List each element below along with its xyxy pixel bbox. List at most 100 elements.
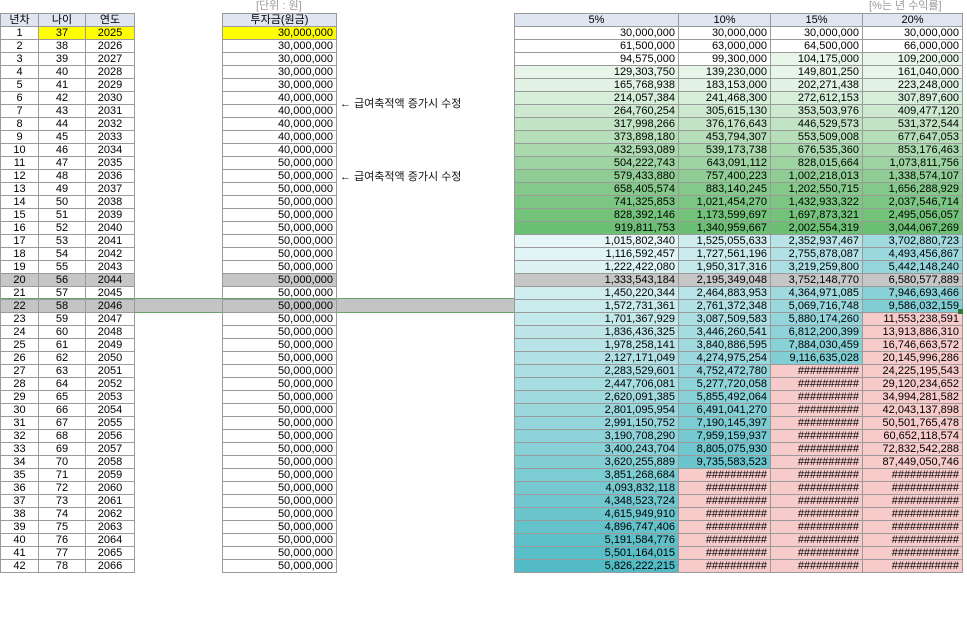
row-rate-15[interactable]: ########## xyxy=(771,495,863,508)
row-year[interactable]: 2029 xyxy=(86,79,135,92)
row-rate-10[interactable]: 1,021,454,270 xyxy=(679,196,771,209)
row-rate-20[interactable]: 24,225,195,543 xyxy=(863,365,963,378)
row-rate-20[interactable]: 11,553,238,591 xyxy=(863,313,963,326)
row-rate-10[interactable]: 376,176,643 xyxy=(679,118,771,131)
row-age[interactable]: 64 xyxy=(39,378,86,391)
row-rate-10[interactable]: 63,000,000 xyxy=(679,40,771,53)
row-investment[interactable]: 50,000,000 xyxy=(223,391,337,404)
row-age[interactable]: 62 xyxy=(39,352,86,365)
row-year[interactable]: 2045 xyxy=(86,287,135,300)
row-rate-20[interactable]: 87,449,050,746 xyxy=(863,456,963,469)
row-rate-5[interactable]: 4,896,747,406 xyxy=(515,521,679,534)
row-investment[interactable]: 50,000,000 xyxy=(223,508,337,521)
row-investment[interactable]: 40,000,000 xyxy=(223,131,337,144)
row-rate-10[interactable]: ########## xyxy=(679,534,771,547)
row-rate-10[interactable]: ########## xyxy=(679,508,771,521)
row-rate-5[interactable]: 3,190,708,290 xyxy=(515,430,679,443)
row-year-no[interactable]: 39 xyxy=(1,521,39,534)
row-rate-20[interactable]: 1,656,288,929 xyxy=(863,183,963,196)
row-year[interactable]: 2042 xyxy=(86,248,135,261)
row-age[interactable]: 42 xyxy=(39,92,86,105)
row-rate-20[interactable]: 34,994,281,582 xyxy=(863,391,963,404)
row-rate-20[interactable]: 223,248,000 xyxy=(863,79,963,92)
row-rate-5[interactable]: 214,057,384 xyxy=(515,92,679,105)
row-rate-10[interactable]: ########## xyxy=(679,469,771,482)
row-rate-10[interactable]: 1,950,317,316 xyxy=(679,261,771,274)
row-year-no[interactable]: 16 xyxy=(1,222,39,235)
row-year[interactable]: 2032 xyxy=(86,118,135,131)
row-rate-5[interactable]: 4,093,832,118 xyxy=(515,482,679,495)
row-rate-15[interactable]: ########## xyxy=(771,508,863,521)
row-age[interactable]: 44 xyxy=(39,118,86,131)
row-rate-5[interactable]: 1,836,436,325 xyxy=(515,326,679,339)
row-year[interactable]: 2026 xyxy=(86,40,135,53)
header-year[interactable]: 연도 xyxy=(86,14,135,27)
row-rate-5[interactable]: 3,400,243,704 xyxy=(515,443,679,456)
row-rate-20[interactable]: 161,040,000 xyxy=(863,66,963,79)
row-rate-5[interactable]: 3,851,268,684 xyxy=(515,469,679,482)
row-year-no[interactable]: 40 xyxy=(1,534,39,547)
row-year[interactable]: 2041 xyxy=(86,235,135,248)
row-rate-15[interactable]: 3,219,259,800 xyxy=(771,261,863,274)
row-rate-5[interactable]: 5,191,584,776 xyxy=(515,534,679,547)
row-rate-5[interactable]: 1,015,802,340 xyxy=(515,235,679,248)
row-investment[interactable]: 50,000,000 xyxy=(223,274,337,287)
header-rate-10[interactable]: 10% xyxy=(679,14,771,27)
row-rate-15[interactable]: 272,612,153 xyxy=(771,92,863,105)
row-rate-5[interactable]: 1,701,367,929 xyxy=(515,313,679,326)
row-year-no[interactable]: 41 xyxy=(1,547,39,560)
row-rate-5[interactable]: 919,811,753 xyxy=(515,222,679,235)
row-rate-15[interactable]: 4,364,971,085 xyxy=(771,287,863,300)
row-rate-5[interactable]: 2,127,171,049 xyxy=(515,352,679,365)
row-investment[interactable]: 50,000,000 xyxy=(223,456,337,469)
row-year[interactable]: 2054 xyxy=(86,404,135,417)
row-year[interactable]: 2066 xyxy=(86,560,135,573)
row-rate-20[interactable]: 50,501,765,478 xyxy=(863,417,963,430)
row-age[interactable]: 45 xyxy=(39,131,86,144)
row-year[interactable]: 2047 xyxy=(86,313,135,326)
row-investment[interactable]: 50,000,000 xyxy=(223,378,337,391)
row-year[interactable]: 2025 xyxy=(86,27,135,40)
row-investment[interactable]: 50,000,000 xyxy=(223,547,337,560)
row-rate-15[interactable]: ########## xyxy=(771,547,863,560)
row-rate-15[interactable]: ########## xyxy=(771,404,863,417)
row-rate-5[interactable]: 2,620,091,385 xyxy=(515,391,679,404)
row-investment[interactable]: 50,000,000 xyxy=(223,235,337,248)
row-year[interactable]: 2030 xyxy=(86,92,135,105)
row-rate-15[interactable]: 7,884,030,459 xyxy=(771,339,863,352)
row-year-no[interactable]: 8 xyxy=(1,118,39,131)
row-rate-15[interactable]: 553,509,008 xyxy=(771,131,863,144)
row-rate-5[interactable]: 504,222,743 xyxy=(515,157,679,170)
row-year[interactable]: 2064 xyxy=(86,534,135,547)
row-rate-20[interactable]: ########### xyxy=(863,469,963,482)
row-year[interactable]: 2050 xyxy=(86,352,135,365)
row-rate-20[interactable]: 66,000,000 xyxy=(863,40,963,53)
row-age[interactable]: 75 xyxy=(39,521,86,534)
row-age[interactable]: 65 xyxy=(39,391,86,404)
row-rate-15[interactable]: 2,002,554,319 xyxy=(771,222,863,235)
row-year[interactable]: 2056 xyxy=(86,430,135,443)
row-rate-5[interactable]: 1,116,592,457 xyxy=(515,248,679,261)
row-year-no[interactable]: 14 xyxy=(1,196,39,209)
row-investment[interactable]: 30,000,000 xyxy=(223,27,337,40)
row-rate-10[interactable]: 241,468,300 xyxy=(679,92,771,105)
row-year[interactable]: 2065 xyxy=(86,547,135,560)
row-investment[interactable]: 50,000,000 xyxy=(223,365,337,378)
row-rate-20[interactable]: 3,044,067,269 xyxy=(863,222,963,235)
row-rate-10[interactable]: 9,735,583,523 xyxy=(679,456,771,469)
row-year-no[interactable]: 17 xyxy=(1,235,39,248)
row-rate-15[interactable]: 1,432,933,322 xyxy=(771,196,863,209)
row-rate-20[interactable]: 30,000,000 xyxy=(863,27,963,40)
row-investment[interactable]: 50,000,000 xyxy=(223,222,337,235)
row-rate-20[interactable]: 29,120,234,652 xyxy=(863,378,963,391)
row-rate-15[interactable]: 149,801,250 xyxy=(771,66,863,79)
row-investment[interactable]: 50,000,000 xyxy=(223,521,337,534)
row-year-no[interactable]: 20 xyxy=(1,274,39,287)
row-rate-5[interactable]: 4,615,949,910 xyxy=(515,508,679,521)
row-rate-5[interactable]: 264,760,254 xyxy=(515,105,679,118)
row-rate-10[interactable]: 453,794,307 xyxy=(679,131,771,144)
row-age[interactable]: 39 xyxy=(39,53,86,66)
row-rate-10[interactable]: 757,400,223 xyxy=(679,170,771,183)
row-year-no[interactable]: 29 xyxy=(1,391,39,404)
row-rate-5[interactable]: 828,392,146 xyxy=(515,209,679,222)
